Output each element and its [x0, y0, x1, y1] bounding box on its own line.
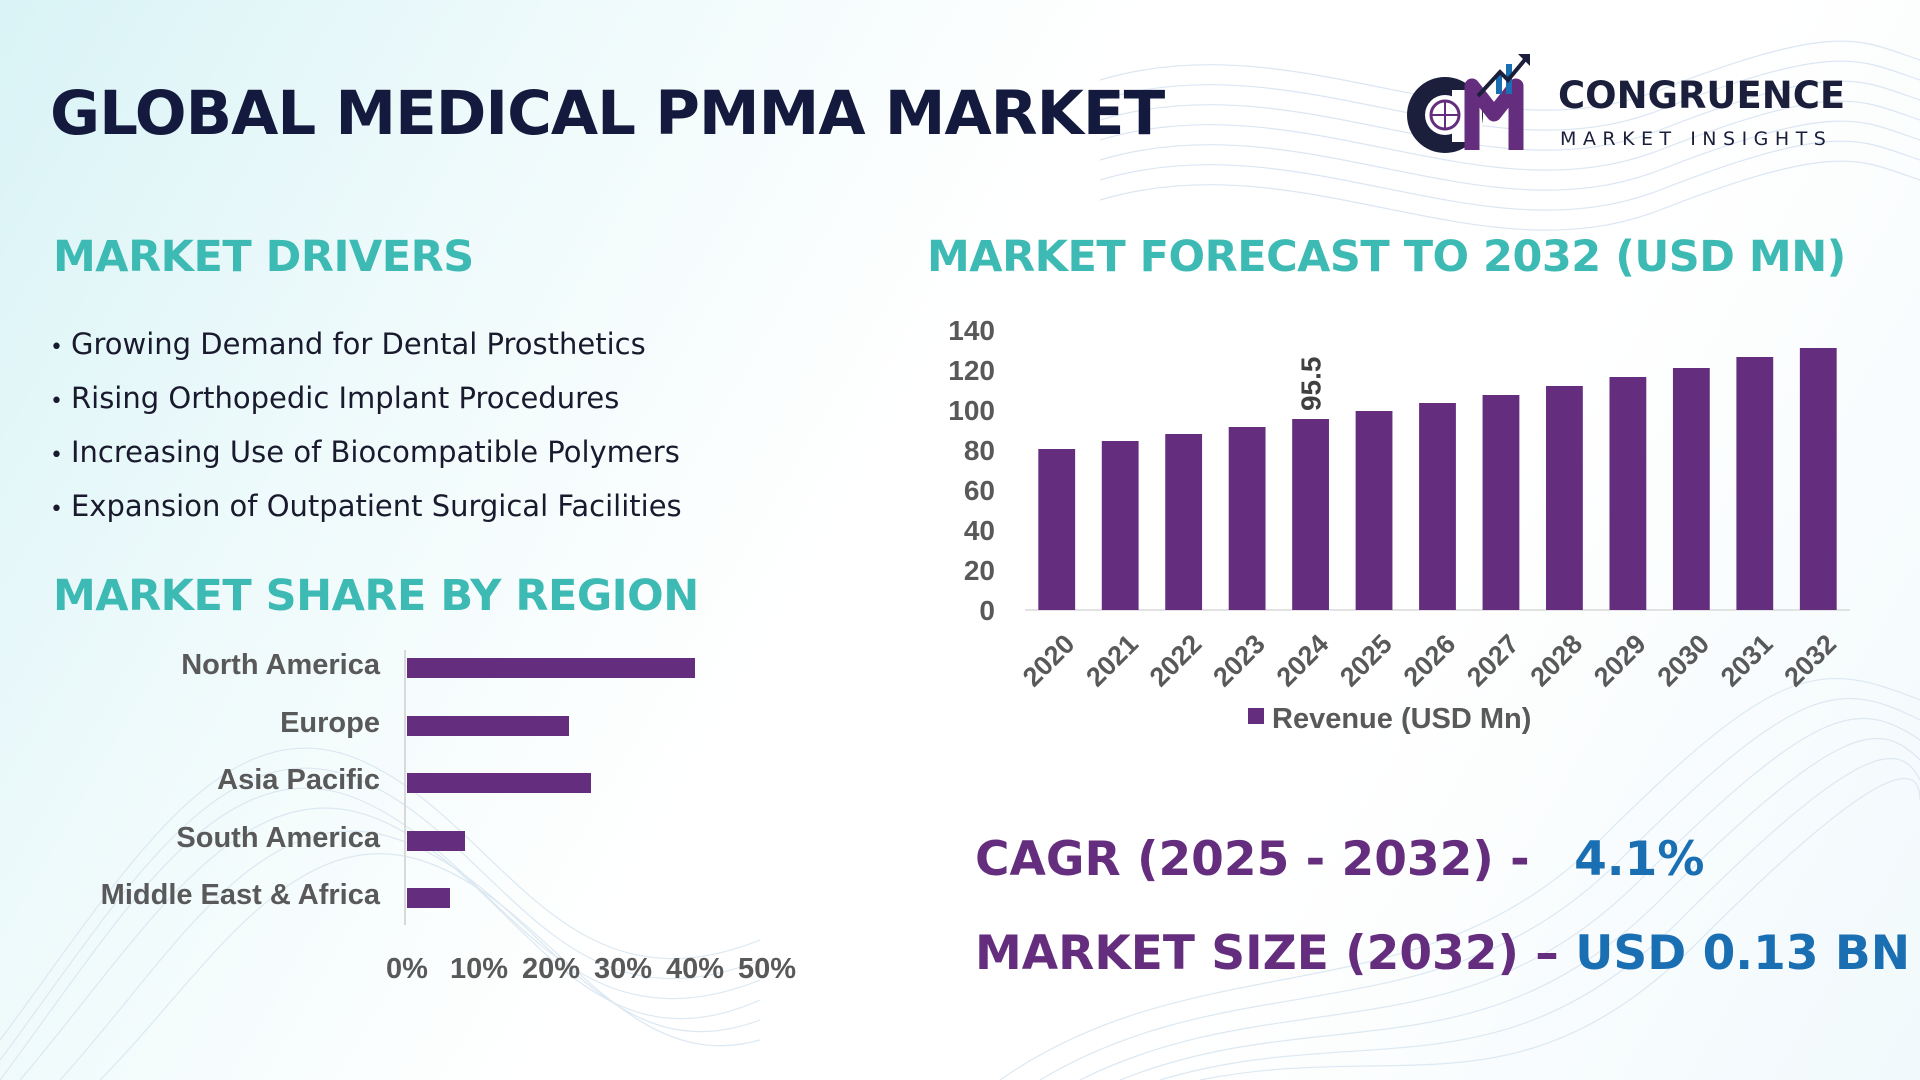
bar-2032	[1799, 348, 1837, 610]
region-axis-line	[404, 650, 406, 925]
driver-item: • Rising Orthopedic Implant Procedures	[50, 376, 682, 430]
region-bar	[407, 658, 695, 678]
driver-item: • Increasing Use of Biocompatible Polymer…	[50, 430, 682, 484]
driver-text: Rising Orthopedic Implant Procedures	[70, 381, 620, 415]
y-tick-label: 140	[948, 315, 995, 346]
drivers-list: • Growing Demand for Dental Prosthetics •…	[50, 322, 682, 538]
bar-2030	[1672, 368, 1710, 610]
bar-2023	[1228, 427, 1266, 610]
bar-2020	[1038, 449, 1076, 610]
driver-item: • Expansion of Outpatient Surgical Facili…	[50, 484, 682, 538]
company-logo: CONGRUENCE MARKET INSIGHTS	[1400, 50, 1870, 160]
y-tick-label: 100	[948, 395, 995, 426]
driver-text: Expansion of Outpatient Surgical Facilit…	[70, 489, 682, 523]
x-tick-label: 2023	[1207, 629, 1271, 693]
region-label: South America	[176, 821, 380, 854]
x-tick-label: 2029	[1588, 629, 1652, 693]
x-tick-label: 2028	[1525, 629, 1589, 693]
region-bar	[407, 830, 465, 851]
y-tick-label: 40	[964, 515, 995, 546]
bar-2024	[1292, 419, 1329, 610]
region-bar	[407, 773, 591, 793]
x-tick-label: 2032	[1778, 629, 1842, 693]
bar-2022	[1165, 434, 1203, 610]
x-tick-label: 2020	[1017, 629, 1081, 693]
y-tick-label: 80	[964, 435, 995, 466]
driver-item: • Growing Demand for Dental Prosthetics	[50, 322, 682, 376]
bullet-icon: •	[50, 389, 63, 414]
x-tick-label: 30%	[593, 953, 653, 985]
cagr-line: CAGR (2025 - 2032) - 4.1%	[975, 832, 1704, 887]
forecast-title: MARKET FORECAST TO 2032 (USD MN)	[927, 232, 1846, 282]
x-tick-label: 2021	[1080, 629, 1144, 693]
x-tick-label: 2027	[1461, 629, 1525, 693]
market-size-value: USD 0.13 BN	[1575, 926, 1911, 981]
region-label: Europe	[280, 706, 380, 739]
region-label: Asia Pacific	[217, 764, 380, 796]
x-tick-label: 50%	[737, 953, 797, 985]
driver-text: Increasing Use of Biocompatible Polymers	[70, 435, 680, 469]
bar-2031	[1736, 357, 1774, 610]
page-title: GLOBAL MEDICAL PMMA MARKET	[50, 78, 1165, 149]
region-title: MARKET SHARE BY REGION	[53, 571, 699, 621]
bullet-icon: •	[50, 335, 63, 360]
region-bar	[407, 888, 451, 908]
region-label: North America	[181, 649, 380, 681]
x-tick-label: 0%	[386, 953, 428, 985]
bar-2027	[1482, 395, 1520, 610]
logo-name: CONGRUENCE	[1558, 74, 1846, 117]
logo-mark-icon	[1407, 54, 1530, 153]
x-tick-label: 2031	[1715, 629, 1779, 693]
x-tick-label: 20%	[521, 953, 581, 985]
x-tick-label: 2026	[1398, 629, 1462, 693]
data-label: 95.5	[1296, 357, 1327, 412]
bar-2026	[1419, 403, 1456, 610]
y-tick-label: 0	[979, 595, 995, 626]
bullet-icon: •	[50, 497, 63, 522]
driver-text: Growing Demand for Dental Prosthetics	[70, 327, 646, 361]
x-tick-label: 10%	[449, 953, 509, 985]
legend-swatch	[1248, 708, 1264, 724]
bar-2029	[1609, 377, 1647, 610]
bar-2021	[1101, 441, 1139, 610]
x-tick-label: 2022	[1144, 629, 1208, 693]
legend-label: Revenue (USD Mn)	[1272, 703, 1531, 735]
market-size-line: MARKET SIZE (2032) – USD 0.13 BN	[975, 926, 1910, 981]
region-bar	[407, 715, 569, 736]
x-tick-label: 2030	[1651, 629, 1715, 693]
y-tick-label: 60	[964, 475, 995, 506]
market-size-label: MARKET SIZE (2032) –	[975, 926, 1559, 981]
x-tick-label: 2024	[1271, 629, 1335, 693]
logo-tagline: MARKET INSIGHTS	[1560, 128, 1833, 150]
cagr-label: CAGR (2025 - 2032) -	[975, 832, 1530, 887]
bullet-icon: •	[50, 443, 63, 468]
x-tick-label: 2025	[1334, 629, 1398, 693]
cagr-value: 4.1%	[1574, 832, 1705, 887]
x-tick-label: 40%	[665, 953, 725, 985]
drivers-title: MARKET DRIVERS	[53, 232, 474, 282]
y-tick-label: 20	[964, 555, 995, 586]
region-label: Middle East & Africa	[100, 879, 380, 911]
bar-2025	[1355, 411, 1393, 610]
bar-2028	[1546, 386, 1583, 610]
y-tick-label: 120	[948, 355, 995, 386]
